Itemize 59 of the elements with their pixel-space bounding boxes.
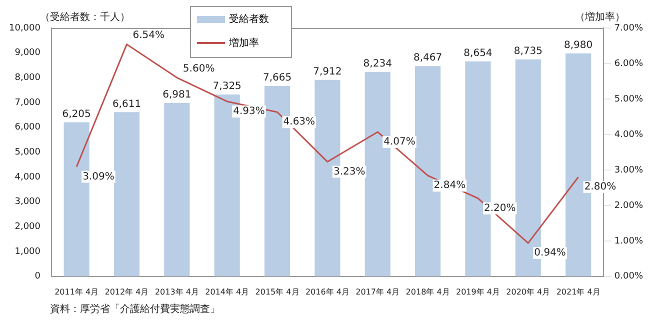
bar <box>164 102 190 276</box>
x-tick-label: 2019年 4月 <box>456 287 500 296</box>
y2-axis-title: （増加率） <box>575 10 625 24</box>
y-tick-label: 8,000 <box>14 73 41 84</box>
y-tick-label: 3,000 <box>14 197 41 208</box>
data-label: 2.84% <box>434 180 466 192</box>
data-label: 0.94% <box>534 248 566 259</box>
y-tick-label: 4,000 <box>14 172 41 182</box>
y-tick-label: 6,000 <box>14 122 41 133</box>
data-label: 7,325 <box>212 81 242 92</box>
y2-tick-label: 1.00% <box>614 236 644 246</box>
data-label: 5.60% <box>182 63 215 74</box>
y2-tick-label: 0.00% <box>614 272 644 282</box>
y-tick-label: 9,000 <box>14 48 41 58</box>
x-tick-label: 2013年 4月 <box>154 287 199 296</box>
y2-tick-label: 3.00% <box>614 165 644 176</box>
legend-label: 増加率 <box>228 36 260 51</box>
x-tick-label: 2016年 4月 <box>305 287 350 296</box>
legend-label: 受給者数 <box>228 12 270 27</box>
data-label: 4.63% <box>283 116 316 128</box>
data-label: 8,654 <box>464 48 492 60</box>
y2-tick-label: 6.00% <box>614 58 644 69</box>
data-label: 6,611 <box>112 98 142 110</box>
y-axis-title: （受給者数：千人） <box>40 10 130 24</box>
x-tick-label: 2020年 4月 <box>506 287 550 296</box>
text: 資料：厚労省「介護給付費実態調査」 <box>50 302 220 316</box>
y-tick-label: 10,000 <box>8 23 41 34</box>
y-tick-label: 0 <box>34 272 41 282</box>
data-label: 6.54% <box>132 30 165 41</box>
data-label: 4.93% <box>233 106 265 118</box>
y2-tick-label: 7.00% <box>614 23 644 34</box>
y2-tick-label: 4.00% <box>614 130 644 140</box>
data-label: 8,735 <box>514 46 542 58</box>
data-label: 2.80% <box>584 182 616 193</box>
y-tick-label: 7,000 <box>14 98 41 108</box>
x-tick-label: 2011年 4月 <box>54 287 99 296</box>
x-tick-label: 2015年 4月 <box>255 287 300 296</box>
data-label: 7,665 <box>262 72 292 84</box>
data-label: 3.09% <box>82 171 114 182</box>
y-tick-label: 1,000 <box>14 246 41 257</box>
x-tick-label: 2014年 4月 <box>205 287 250 296</box>
bar <box>114 112 140 276</box>
x-tick-label: 2021年 4月 <box>556 287 600 296</box>
data-label: 2.20% <box>484 202 516 214</box>
x-tick-label: 2017年 4月 <box>356 287 400 296</box>
x-tick-label: 2012年 4月 <box>104 287 149 296</box>
data-label: 3.23% <box>333 166 366 178</box>
data-label: 8,234 <box>363 58 392 70</box>
y2-tick-label: 5.00% <box>614 94 644 104</box>
y-tick-label: 5,000 <box>14 148 41 158</box>
data-label: 8,980 <box>564 40 593 51</box>
data-label: 4.07% <box>384 136 416 148</box>
data-label: 6,981 <box>162 90 192 101</box>
y-tick-label: 2,000 <box>14 222 41 232</box>
y2-tick-label: 2.00% <box>614 200 644 211</box>
data-label: 8,467 <box>413 52 442 64</box>
x-tick-label: 2018年 4月 <box>406 287 450 296</box>
data-label: 7,912 <box>313 66 342 78</box>
data-label: 6,205 <box>62 108 91 120</box>
